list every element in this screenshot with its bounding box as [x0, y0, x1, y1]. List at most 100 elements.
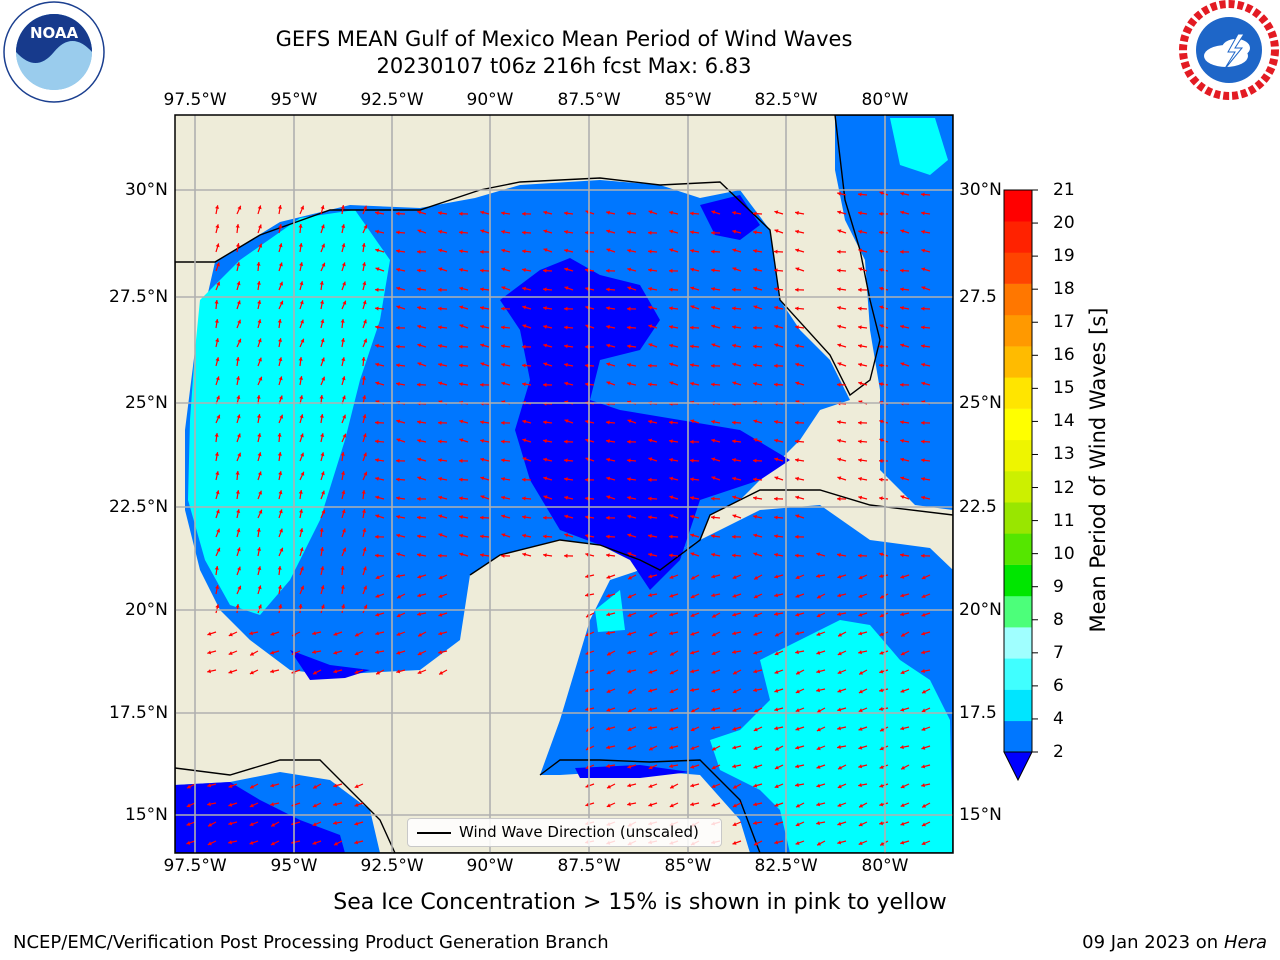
- wind-wave-arrowhead: [921, 631, 926, 636]
- wind-wave-arrowhead: [774, 611, 778, 616]
- wind-wave-arrowhead: [753, 688, 757, 693]
- wind-wave-arrowhead: [900, 229, 905, 234]
- wind-wave-arrowhead: [228, 669, 233, 674]
- wind-wave-arrowhead: [459, 552, 464, 557]
- yucatan-cuba-coastline: [469, 489, 953, 576]
- wind-wave-arrowhead: [732, 362, 737, 367]
- lat-tick-label-left: 27.5°N: [109, 287, 169, 307]
- colorbar-segment: [1004, 533, 1032, 565]
- wind-wave-arrowhead: [501, 229, 505, 234]
- wind-wave-arrowhead: [459, 286, 464, 291]
- wind-wave-arrowhead: [711, 765, 716, 770]
- wind-wave-arrowhead: [753, 514, 757, 519]
- wind-wave-arrowhead: [900, 343, 905, 348]
- wind-wave-arrowhead: [858, 306, 862, 311]
- wind-wave-arrowhead: [258, 224, 262, 229]
- wind-wave-arrowhead: [522, 230, 526, 235]
- wind-wave-arrowhead: [690, 344, 694, 349]
- wind-wave-arrowhead: [237, 319, 241, 324]
- wind-wave-arrowhead: [669, 612, 674, 617]
- wind-wave-arrowhead: [690, 305, 695, 309]
- wind-wave-arrowhead: [732, 495, 737, 500]
- wind-wave-arrowhead: [417, 534, 421, 539]
- wind-wave-arrowhead: [712, 613, 717, 618]
- wind-wave-arrowhead: [340, 338, 345, 342]
- wind-wave-arrowhead: [249, 822, 254, 826]
- wind-wave-arrowhead: [858, 575, 863, 580]
- wind-wave-arrowhead: [215, 357, 220, 362]
- wind-wave-arrowhead: [300, 585, 305, 590]
- footer-date-text: 09 Jan 2023 on: [1082, 932, 1219, 953]
- wind-wave-arrowhead: [564, 362, 568, 367]
- wind-wave-arrowhead: [648, 363, 652, 368]
- wind-wave-arrowhead: [375, 229, 379, 234]
- wind-wave-arrowhead: [501, 286, 506, 290]
- wind-wave-arrowhead: [585, 574, 589, 579]
- wind-wave-arrowhead: [207, 783, 212, 788]
- wind-wave-arrowhead: [278, 262, 283, 267]
- lat-tick-label-left: 20°N: [125, 600, 168, 620]
- wind-wave-arrowhead: [459, 267, 463, 272]
- wind-wave-arrowhead: [837, 287, 841, 292]
- wind-wave-arrowhead: [795, 362, 800, 367]
- wind-wave-arrowhead: [375, 325, 379, 330]
- wind-wave-arrowhead: [690, 286, 695, 291]
- wind-wave-arrowhead: [795, 343, 799, 348]
- wind-wave-arrowhead: [417, 287, 421, 292]
- wind-wave-arrowhead: [775, 632, 779, 637]
- wind-wave-arrowhead: [921, 362, 925, 367]
- wind-wave-arrowhead: [215, 205, 220, 209]
- wind-wave-arrowhead: [271, 822, 276, 827]
- wind-wave-arrowhead: [669, 439, 673, 444]
- wind-wave-arrowhead: [921, 594, 926, 598]
- wind-wave-arrowhead: [858, 689, 863, 694]
- wind-wave-arrowhead: [711, 670, 716, 674]
- wind-wave-arrowhead: [417, 496, 421, 501]
- wind-wave-arrowhead: [215, 604, 220, 609]
- wind-wave-arrowhead: [606, 287, 610, 292]
- lon-tick-label-top: 97.5°W: [163, 90, 227, 110]
- wind-wave-arrowhead: [900, 593, 905, 598]
- wind-wave-arrowhead: [417, 229, 422, 234]
- wind-wave-arrowhead: [342, 528, 346, 533]
- wind-wave-arrowhead: [362, 566, 367, 571]
- wind-wave-arrowhead: [363, 585, 367, 590]
- wind-wave-arrowhead: [879, 286, 884, 291]
- wind-wave-arrowhead: [480, 249, 484, 254]
- wind-wave-arrowhead: [754, 841, 758, 846]
- wind-wave-arrowhead: [186, 822, 191, 826]
- wind-wave-arrowhead: [900, 191, 904, 196]
- wind-wave-arrowhead: [543, 457, 547, 462]
- wind-wave-arrowhead: [543, 495, 548, 500]
- wind-wave-arrowhead: [235, 357, 240, 361]
- wind-wave-arrowhead: [795, 325, 799, 330]
- wind-wave-arrowhead: [375, 362, 380, 367]
- wind-wave-arrowhead: [606, 457, 610, 462]
- wind-wave-arrowhead: [732, 229, 737, 234]
- wind-wave-arrowhead: [606, 362, 611, 367]
- wind-wave-arrowhead: [690, 439, 694, 444]
- wind-wave-arrowhead: [270, 802, 274, 807]
- wind-wave-arrowhead: [732, 210, 736, 215]
- wind-wave-arrowhead: [753, 496, 757, 501]
- wind-wave-arrowhead: [279, 528, 283, 533]
- wind-wave-arrowhead: [396, 363, 400, 368]
- wind-wave-arrowhead: [501, 477, 505, 482]
- lon-tick-label-bottom: 85°W: [664, 856, 712, 876]
- wind-wave-arrowhead: [522, 419, 527, 424]
- wind-wave-arrowhead: [543, 515, 547, 520]
- wind-wave-arrowhead: [237, 338, 242, 343]
- wind-wave-arrowhead: [396, 419, 401, 424]
- wind-wave-arrowhead: [606, 495, 611, 500]
- wind-wave-arrowhead: [257, 452, 262, 457]
- wind-wave-arrowhead: [837, 651, 842, 656]
- wind-wave-arrowhead: [438, 553, 442, 558]
- wind-wave-arrowhead: [480, 229, 485, 234]
- wind-wave-arrowhead: [795, 400, 800, 404]
- wind-wave-arrowhead: [585, 533, 589, 538]
- wind-wave-arrowhead: [277, 585, 282, 589]
- yucatan-swell-patch: [595, 590, 625, 632]
- wind-wave-arrowhead: [669, 306, 673, 311]
- wind-wave-arrowhead: [522, 324, 527, 329]
- lat-tick-label-right: 17.5: [959, 703, 997, 723]
